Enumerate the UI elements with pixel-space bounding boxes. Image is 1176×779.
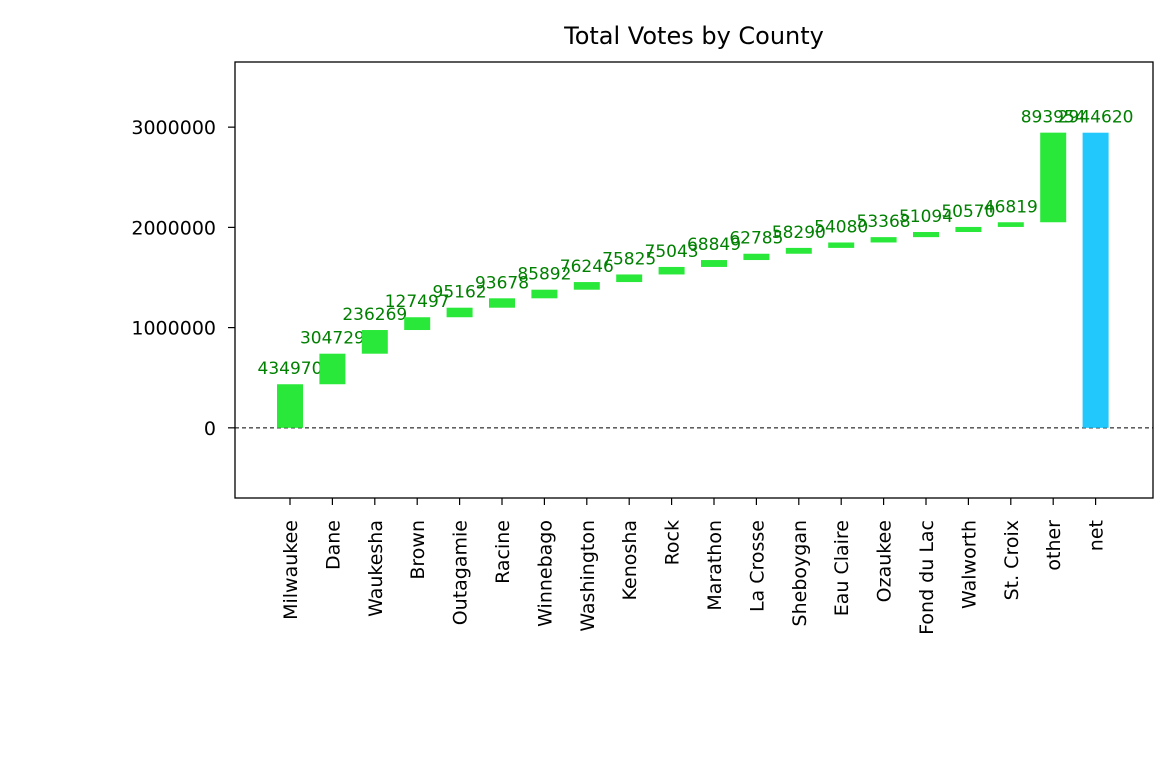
bar (913, 232, 939, 238)
chart-title: Total Votes by County (563, 22, 824, 50)
data-label: 75043 (645, 242, 699, 262)
data-label: 54080 (814, 217, 868, 237)
bar (997, 222, 1024, 227)
data-label: 51094 (899, 207, 953, 227)
axes-frame (234, 61, 1154, 499)
x-tick-label: Marathon (704, 520, 726, 611)
data-label: 893954 (1021, 108, 1086, 128)
bar (870, 237, 897, 243)
bar (319, 353, 346, 385)
x-tick-label: Walworth (958, 520, 980, 609)
bar (573, 282, 600, 290)
x-tick-label: Washington (577, 520, 599, 632)
bar (404, 317, 431, 331)
bar (743, 253, 770, 261)
y-tick-label: 3000000 (131, 117, 216, 139)
y-tick-label: 0 (204, 418, 216, 440)
data-label: 68849 (687, 235, 741, 255)
x-tick-label: Outagamie (450, 520, 472, 625)
bar (531, 289, 558, 299)
x-tick-label: Milwaukee (280, 520, 302, 620)
data-label: 50570 (941, 202, 995, 222)
data-label: 75825 (602, 249, 656, 269)
data-label: 127497 (385, 292, 450, 312)
plot-area: 0 1000000 2000000 3000000 434970 Milwaukee 304… (131, 108, 1153, 635)
x-tick-label: other (1043, 520, 1065, 571)
bar (489, 298, 515, 308)
data-label: 85892 (517, 265, 571, 285)
data-label: 58290 (772, 223, 826, 243)
bar (785, 247, 812, 254)
x-tick-label: Ozaukee (874, 520, 896, 602)
data-label: 304729 (300, 329, 365, 349)
data-label: 46819 (984, 197, 1038, 217)
x-tick-label: La Crosse (746, 520, 768, 612)
data-label: 62785 (729, 229, 783, 249)
x-tick-label: Sheboygan (789, 520, 811, 626)
bar (955, 226, 982, 233)
x-tick-label: Eau Claire (831, 520, 853, 616)
x-tick-label: Kenosha (619, 520, 641, 600)
x-tick-label: Dane (322, 520, 344, 570)
bar-net (1082, 132, 1109, 428)
data-label: 434970 (258, 359, 323, 379)
data-label: 236269 (342, 305, 407, 325)
bar (828, 242, 855, 248)
x-tick-label: St. Croix (1001, 520, 1023, 600)
x-tick-label: Waukesha (365, 520, 387, 617)
bar (616, 274, 643, 283)
bar (701, 260, 727, 267)
bar (446, 307, 473, 318)
x-tick-label: Racine (492, 520, 514, 584)
x-tick-label: net (1086, 520, 1108, 551)
data-label: 2944620 (1058, 108, 1134, 128)
y-tick-label: 2000000 (131, 217, 216, 239)
x-tick-label: Fond du Lac (916, 520, 938, 635)
x-tick-label: Winnebago (534, 520, 556, 627)
bar (277, 384, 303, 428)
bar (658, 266, 685, 275)
data-label: 53368 (857, 212, 911, 232)
x-tick-label: Brown (407, 520, 429, 580)
bar (361, 330, 388, 354)
y-tick-label: 1000000 (131, 318, 216, 340)
bar (1040, 132, 1067, 223)
x-tick-label: Rock (662, 520, 684, 565)
data-label: 93678 (475, 273, 529, 293)
data-label: 76246 (560, 257, 614, 277)
data-label: 95162 (433, 283, 487, 303)
